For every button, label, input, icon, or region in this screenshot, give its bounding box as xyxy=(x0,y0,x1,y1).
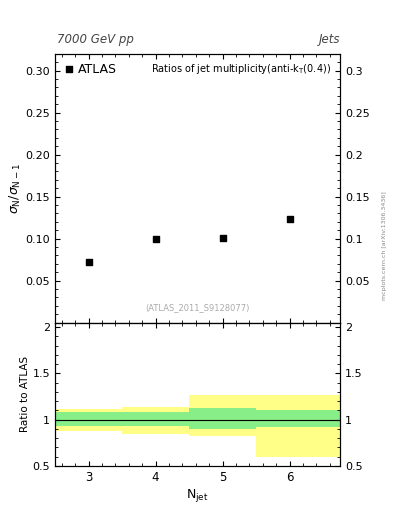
Text: Ratios of jet multiplicity(anti-k$_\mathrm{T}$(0.4)): Ratios of jet multiplicity(anti-k$_\math… xyxy=(151,62,331,76)
Text: 7000 GeV pp: 7000 GeV pp xyxy=(57,33,134,46)
Text: Jets: Jets xyxy=(318,33,340,46)
X-axis label: N$_\mathrm{jet}$: N$_\mathrm{jet}$ xyxy=(186,486,209,504)
ATLAS xyxy=(85,258,92,266)
Y-axis label: $\sigma_\mathrm{N}/\sigma_\mathrm{N-1}$: $\sigma_\mathrm{N}/\sigma_\mathrm{N-1}$ xyxy=(7,163,23,214)
Legend: ATLAS: ATLAS xyxy=(61,60,119,78)
Y-axis label: Ratio to ATLAS: Ratio to ATLAS xyxy=(20,356,30,432)
ATLAS xyxy=(286,215,293,223)
Text: mcplots.cern.ch [arXiv:1306.3436]: mcplots.cern.ch [arXiv:1306.3436] xyxy=(382,191,387,300)
ATLAS xyxy=(219,233,226,242)
ATLAS xyxy=(152,234,159,243)
Text: (ATLAS_2011_S9128077): (ATLAS_2011_S9128077) xyxy=(145,303,250,312)
